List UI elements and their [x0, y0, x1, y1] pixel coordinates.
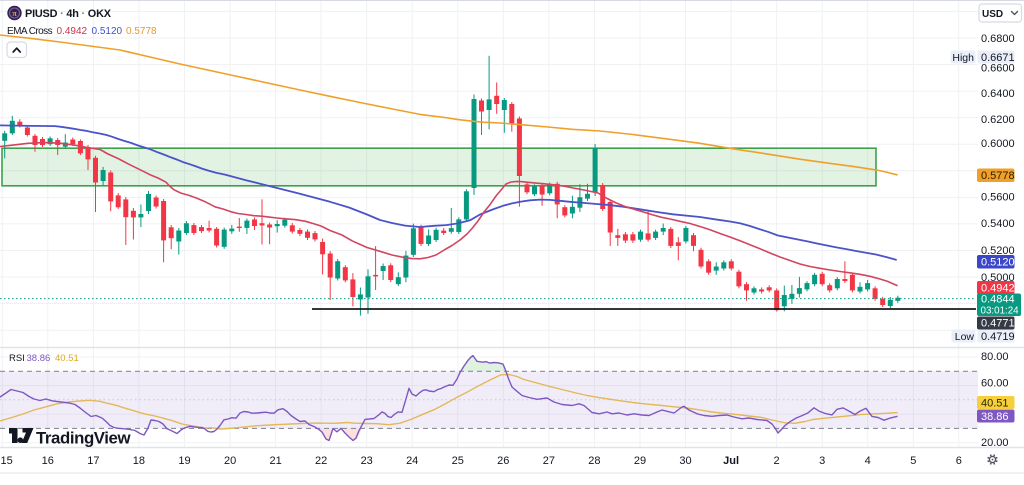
svg-text:03:01:24: 03:01:24	[981, 306, 1020, 317]
svg-text:6: 6	[956, 455, 962, 467]
svg-text:TradingView: TradingView	[36, 429, 131, 448]
svg-text:0.4844: 0.4844	[981, 294, 1015, 306]
svg-text:28: 28	[588, 455, 600, 467]
svg-text:0.4942: 0.4942	[981, 283, 1015, 295]
svg-text:30: 30	[679, 455, 691, 467]
svg-text:27: 27	[543, 455, 555, 467]
svg-text:20.00: 20.00	[981, 437, 1009, 449]
svg-text:0.5600: 0.5600	[981, 192, 1015, 204]
svg-text:Low: Low	[955, 331, 975, 343]
svg-text:USD: USD	[982, 9, 1003, 20]
svg-text:0.5778: 0.5778	[981, 170, 1015, 182]
svg-text:15: 15	[1, 455, 13, 467]
svg-text:17: 17	[87, 455, 99, 467]
svg-text:22: 22	[315, 455, 327, 467]
svg-text:0.6400: 0.6400	[981, 88, 1015, 100]
svg-text:29: 29	[634, 455, 646, 467]
svg-text:0.6671: 0.6671	[981, 52, 1015, 64]
svg-text:38.86: 38.86	[981, 411, 1009, 423]
svg-text:21: 21	[269, 455, 281, 467]
svg-text:0.4942: 0.4942	[57, 26, 88, 37]
svg-text:26: 26	[497, 455, 509, 467]
svg-text:Jul: Jul	[723, 455, 739, 467]
svg-text:2: 2	[774, 455, 780, 467]
svg-text:40.51: 40.51	[55, 353, 79, 364]
svg-text:24: 24	[406, 455, 418, 467]
svg-text:0.4771: 0.4771	[981, 318, 1015, 330]
svg-text:0.5120: 0.5120	[981, 257, 1015, 269]
svg-text:0.5200: 0.5200	[981, 245, 1015, 257]
svg-text:3: 3	[819, 455, 825, 467]
svg-text:5: 5	[910, 455, 916, 467]
svg-text:4: 4	[865, 455, 871, 467]
svg-text:0.5400: 0.5400	[981, 218, 1015, 230]
svg-text:25: 25	[452, 455, 464, 467]
svg-text:0.6000: 0.6000	[981, 138, 1015, 150]
svg-text:60.00: 60.00	[981, 378, 1009, 390]
svg-text:20: 20	[224, 455, 236, 467]
svg-text:40.51: 40.51	[981, 398, 1009, 410]
svg-text:0.4719: 0.4719	[981, 331, 1015, 343]
svg-text:0.6600: 0.6600	[981, 63, 1015, 75]
svg-text:High: High	[952, 52, 974, 64]
svg-text:EMA Cross: EMA Cross	[7, 26, 53, 37]
svg-text:23: 23	[361, 455, 373, 467]
svg-text:16: 16	[42, 455, 54, 467]
svg-text:38.86: 38.86	[27, 353, 51, 364]
svg-text:0.5778: 0.5778	[126, 26, 157, 37]
svg-text:RSI: RSI	[9, 353, 25, 364]
svg-text:18: 18	[133, 455, 145, 467]
svg-text:80.00: 80.00	[981, 351, 1009, 363]
svg-text:0.5120: 0.5120	[92, 26, 123, 37]
svg-text:0.6800: 0.6800	[981, 33, 1015, 45]
svg-text:π: π	[12, 8, 17, 18]
svg-text:19: 19	[178, 455, 190, 467]
svg-text:PIUSD · 4h · OKX: PIUSD · 4h · OKX	[25, 8, 112, 20]
svg-text:0.6200: 0.6200	[981, 114, 1015, 126]
